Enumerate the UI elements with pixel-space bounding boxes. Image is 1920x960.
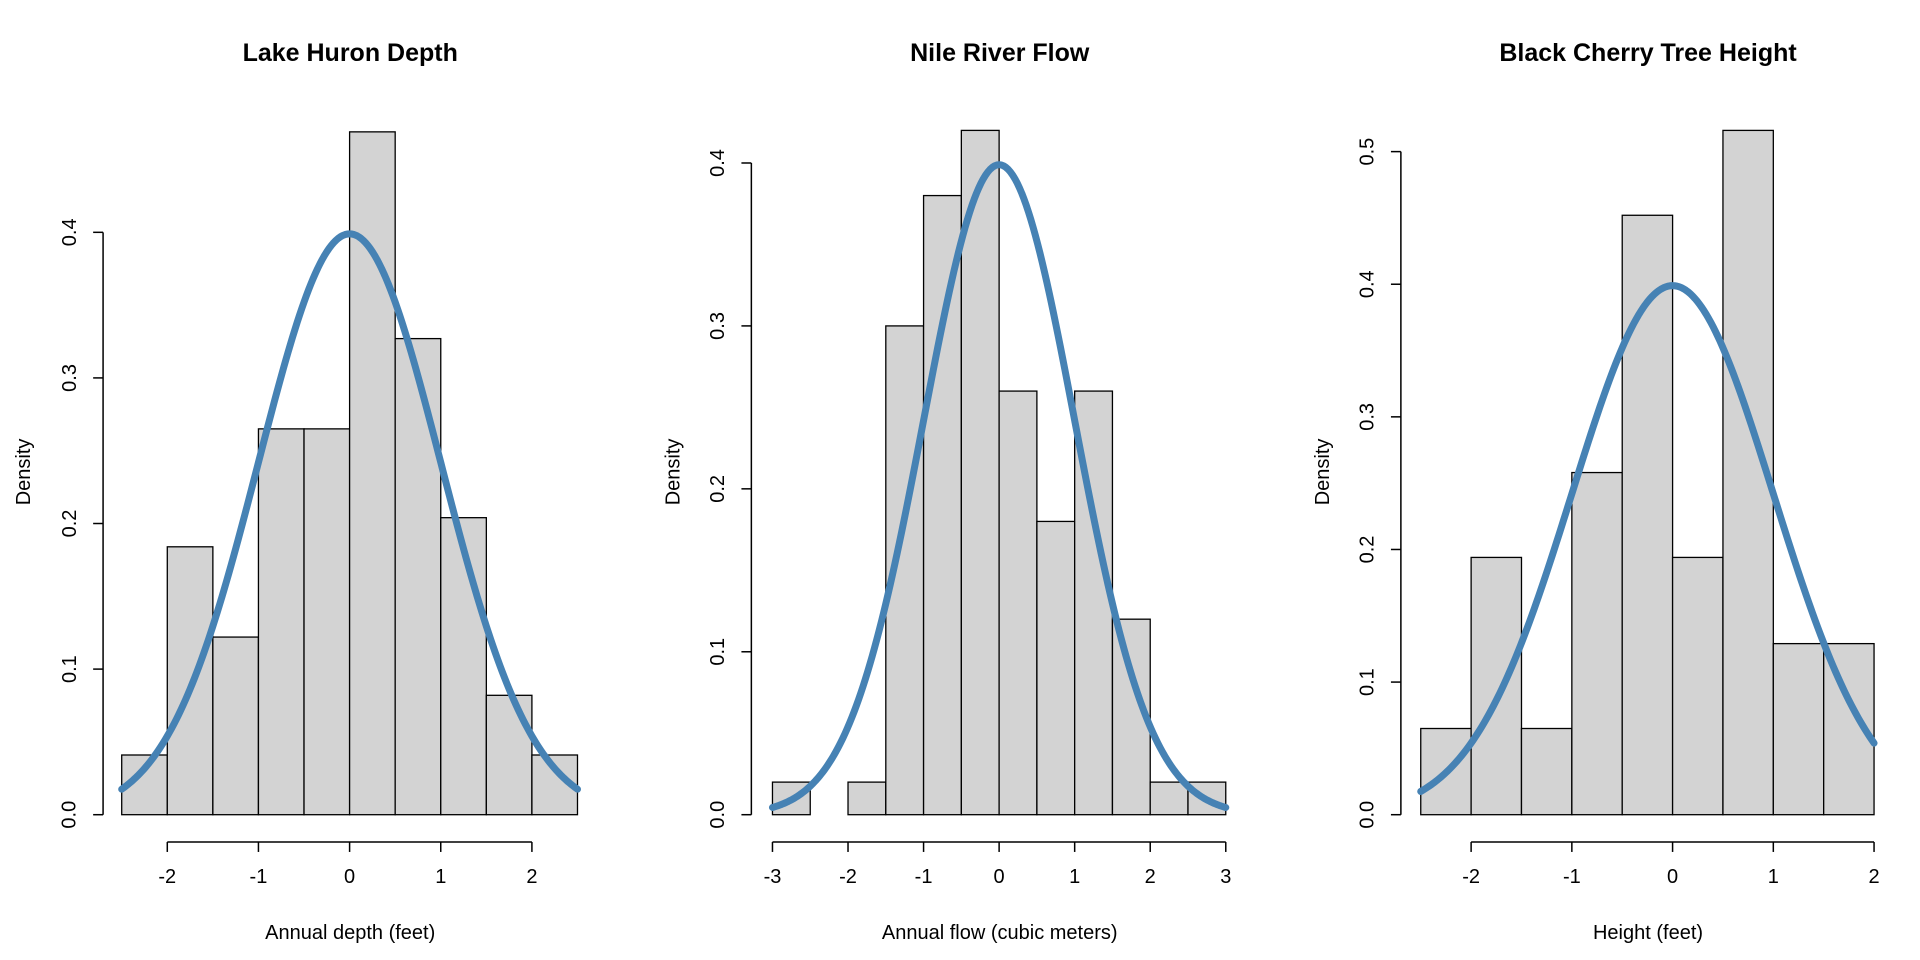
y-tick-label: 0.3: [707, 312, 729, 340]
x-axis-label: Height (feet): [1593, 922, 1703, 944]
normal-density-curve: [768, 161, 1230, 811]
x-axis-label: Annual depth (feet): [265, 922, 435, 944]
x-tick-label: -2: [1462, 866, 1480, 888]
y-tick-label: 0.2: [707, 475, 729, 503]
panel-black-cherry: Black Cherry Tree Height Height (feet) D…: [1312, 39, 1879, 944]
histogram-bar: [257, 428, 305, 816]
y-tick-label: 0.0: [707, 801, 729, 829]
y-tick-label: 0.4: [59, 218, 81, 246]
panel-title: Lake Huron Depth: [243, 39, 458, 67]
x-tick-label: 0: [994, 866, 1005, 888]
x-tick-label: -1: [915, 866, 933, 888]
histogram-bar: [1571, 471, 1623, 816]
histogram-bar: [1772, 642, 1825, 816]
panel-nile-river: Nile River Flow Annual flow (cubic meter…: [663, 39, 1232, 944]
histogram-bar: [1671, 556, 1724, 816]
x-tick-label: 1: [1069, 866, 1080, 888]
x-axis-label: Annual flow (cubic meters): [882, 922, 1118, 944]
histogram-bar: [998, 390, 1038, 816]
histogram-bar: [440, 517, 487, 816]
y-tick-label: 0.2: [59, 510, 81, 538]
x-tick-label: 0: [344, 866, 355, 888]
y-axis-label: Density: [13, 439, 35, 506]
histogram-bar: [303, 428, 351, 816]
histogram-bar: [1149, 781, 1189, 816]
x-tick-label: 2: [526, 866, 537, 888]
y-tick-label: 0.5: [1357, 138, 1379, 166]
x-tick-label: 0: [1667, 866, 1678, 888]
y-axis-label: Density: [663, 439, 685, 506]
y-tick-label: 0.3: [59, 364, 81, 392]
x-tick-label: 1: [1768, 866, 1779, 888]
histogram-bar: [1470, 556, 1523, 816]
y-tick-label: 0.1: [59, 655, 81, 683]
normal-density-curve: [118, 230, 581, 793]
histogram-bar: [1621, 214, 1674, 816]
x-tick-label: 3: [1220, 866, 1231, 888]
y-tick-label: 0.0: [59, 801, 81, 829]
histogram-bar: [922, 194, 962, 816]
histogram-bar: [1520, 727, 1573, 816]
x-tick-label: -3: [764, 866, 782, 888]
x-tick-label: -1: [250, 866, 268, 888]
x-tick-label: -2: [839, 866, 857, 888]
histogram-bar: [847, 781, 887, 816]
histogram-bar: [1036, 520, 1076, 816]
y-tick-label: 0.1: [1357, 668, 1379, 696]
histogram-bar: [485, 694, 533, 816]
panel-title: Nile River Flow: [910, 39, 1090, 67]
y-tick-label: 0.1: [707, 638, 729, 666]
histogram-bar: [960, 129, 1000, 816]
y-tick-label: 0.4: [707, 149, 729, 177]
normal-density-curve: [1417, 282, 1878, 795]
panel-title: Black Cherry Tree Height: [1499, 39, 1797, 67]
panel-lake-huron: Lake Huron Depth Annual depth (feet) Den…: [13, 39, 581, 944]
x-tick-label: 2: [1868, 866, 1879, 888]
histogram-bar: [394, 337, 442, 816]
y-tick-label: 0.2: [1357, 536, 1379, 564]
y-axis-label: Density: [1312, 439, 1334, 506]
y-tick-label: 0.0: [1357, 801, 1379, 829]
y-tick-label: 0.3: [1357, 403, 1379, 431]
x-tick-label: -2: [158, 866, 176, 888]
histogram-bar: [212, 636, 260, 816]
y-tick-label: 0.4: [1357, 270, 1379, 298]
x-tick-label: 1: [435, 866, 446, 888]
x-tick-label: -1: [1563, 866, 1581, 888]
histogram-bar: [885, 325, 925, 816]
x-tick-label: 2: [1145, 866, 1156, 888]
